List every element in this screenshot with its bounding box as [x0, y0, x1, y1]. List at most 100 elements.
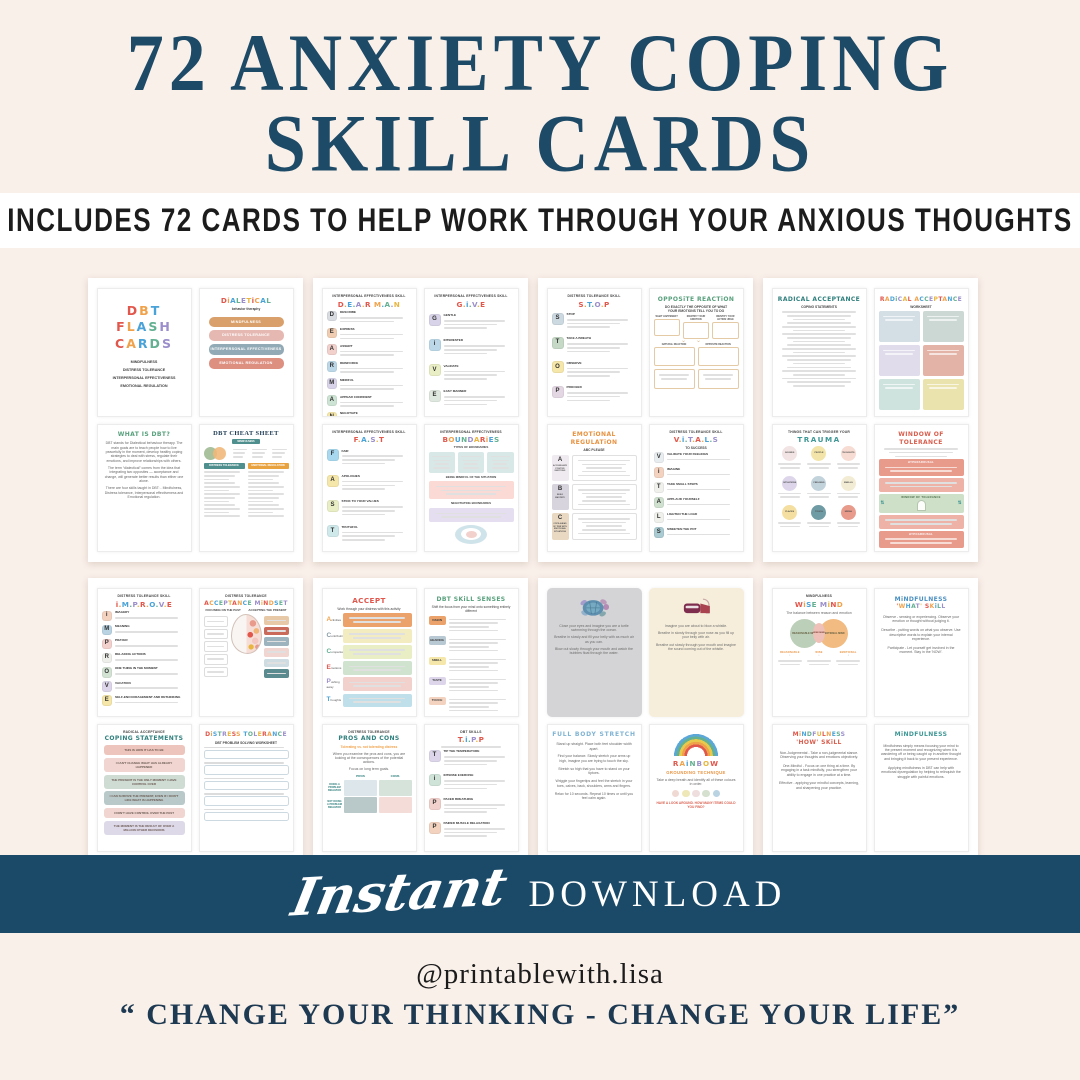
accept-letter: C: [326, 631, 332, 639]
legend-column: REASONABLE ↓: [777, 651, 804, 667]
paragraph: Stand up straight. Place both feet shoul…: [556, 742, 632, 751]
tile-label: INTENSE EXERCISE: [443, 773, 474, 778]
tile-list: G GENTLE i INTERESTED V VALIDATE: [428, 313, 514, 408]
text-placeholder: [448, 636, 514, 653]
card-kicker: INTERPERSONAL EFFECTIVENESS SKILL: [434, 294, 508, 299]
label-box: [264, 626, 289, 636]
tile-body: EASY MANNER: [443, 389, 514, 407]
card-title: DBT CHEAT SHEET: [213, 429, 279, 437]
trigger-circle: PLACES: [782, 505, 798, 521]
tile-letter: O: [551, 361, 564, 374]
paragraph: Imagine you are about to blow a whistle.: [664, 623, 728, 628]
accept-row: Thoughts: [327, 693, 412, 708]
text-placeholder: [115, 673, 187, 675]
tile-letter: T: [653, 482, 664, 493]
statement-pill: THE PRESENT IS THE ONLY MOMENT I HAVE CO…: [103, 774, 185, 789]
tile-body: APOLOGIES: [341, 474, 412, 492]
letter-tile: A APOLOGIES: [326, 474, 412, 492]
paragraph: Mindfulness simply means focusing your m…: [880, 743, 962, 761]
answer-box: [203, 811, 289, 822]
mindset-column-headers: FOCUSING ON THE PAST ACCEPTING THE PRESE…: [206, 608, 287, 613]
statement-list: THIS IS HOW IT HAS TO BE I CAN'T CHANGE …: [102, 745, 187, 835]
card-kicker: DISTRESS TOLERANCE SKILL: [669, 429, 723, 434]
tile-label: FAIR: [341, 448, 349, 453]
card-kicker: DISTRESS TOLERANCE SKILL: [567, 294, 621, 299]
letter-tile: M MINDFUL: [326, 378, 412, 392]
tile-body: IMAGINE: [667, 467, 739, 478]
tile-letter: N: [326, 412, 337, 416]
letter-tile: S STICK TO YOUR VALUES: [326, 499, 412, 517]
venn-circle-right: [212, 446, 226, 460]
text-placeholder: [443, 827, 514, 837]
card-give: INTERPERSONAL EFFECTIVENESS SKILL G.i.V.…: [423, 288, 519, 417]
card-kicker: INTERPERSONAL EFFECTIVENESS: [440, 429, 502, 434]
text-placeholder: [566, 343, 637, 353]
tile-letter: A: [326, 474, 339, 487]
card-tipp: DBT SKILLS T.i.P.P T TIP THE TEMPERATURE…: [423, 723, 519, 853]
card-title-line1: MiNDFULNESS: [894, 595, 948, 603]
skill-list-item: INTERPERSONAL EFFECTIVENESS: [112, 376, 176, 381]
preview-page-1: DBT FLASH CARDS MINDFULNESS DISTRESS TOL…: [87, 278, 303, 563]
worksheet-cell: OPPOSITE REACTION: [697, 343, 739, 367]
worksheet-box: [878, 379, 920, 411]
accept-row: Activities: [327, 613, 412, 627]
tile-list: i IMAGERY M MEANING P PRAYER: [101, 610, 187, 706]
text-placeholder: [115, 645, 187, 647]
abc-letter: C: [557, 514, 563, 521]
card-title: F.A.S.T: [353, 435, 385, 445]
write-in-box: [571, 483, 637, 511]
header: 72 ANXIETY COPING SKILL CARDS: [0, 0, 1080, 184]
card-title: WINDOW OF TOLERANCE: [898, 431, 944, 446]
card-kicker: MINDFULNESS: [805, 594, 832, 599]
trigger-cell: PEOPLE: [806, 446, 832, 470]
letter-tile: E EXPRESS: [326, 327, 412, 342]
title-line-2: SKILL CARDS: [264, 98, 816, 189]
card-title: EMOTiONAL REGULATiON: [570, 431, 618, 446]
trigger-grid: SOUNDS PEOPLE THOUGHTS SITUATIONS FEELIN…: [777, 446, 862, 529]
label-box: [203, 616, 228, 627]
card-title: DiALETiCAL: [220, 295, 272, 305]
card-title: OPPOSiTE REACTiON: [657, 295, 735, 303]
matrix-cell: [378, 780, 412, 796]
statement-pill: I CAN'T CHANGE WHAT HAS ALREADY HAPPENED: [103, 757, 185, 772]
tile-letter: E: [101, 695, 112, 706]
tile-body: SWEETEN THE POT: [667, 527, 739, 538]
tile-body: TAKE SMALL STEPS: [667, 482, 739, 493]
question-placeholder: [203, 793, 289, 795]
tile-body: PROCEED: [566, 385, 637, 403]
text-placeholder: [443, 780, 514, 790]
page-title: 72 ANXIETY COPING SKILL CARDS: [0, 23, 1080, 189]
window-center: WINDOW OF TOLERANCE: [886, 496, 955, 512]
tile-label: APPLAUD YOURSELF: [667, 496, 700, 501]
tile-letter: i: [428, 773, 441, 786]
card-subtitle: WORKSHEET: [910, 305, 932, 310]
brain-illustration: [230, 614, 262, 655]
question-placeholder: [203, 777, 289, 780]
sense-row: HEARiNG: [428, 636, 514, 653]
tile-list: S STOP T TAKE A BREATH O OBSERVE: [551, 312, 637, 404]
paragraph: Blow out slowly through your mouth and w…: [554, 646, 633, 656]
letter-tile: A ASSERT: [326, 344, 412, 358]
card-opposite-reaction: OPPOSiTE REACTiON DO EXACTLY THE OPPOSIT…: [648, 288, 744, 417]
letter-tile: i IMAGINE: [653, 467, 739, 478]
matrix-row-header: DOING A PROBLEM BEHAVIOR: [327, 783, 341, 793]
trigger-cell: SMELLS: [835, 475, 861, 500]
text-placeholder: [448, 697, 514, 714]
card-fast: INTERPERSONAL EFFECTIVENESS SKILL F.A.S.…: [321, 423, 417, 553]
card-acceptance-mindset: DISTRESS TOLERANCE ACCEPTANCE MiNDSET FO…: [198, 588, 294, 717]
matrix-cell: [344, 780, 377, 796]
text-placeholder: [566, 367, 637, 377]
letter-tile: P PROCEED: [551, 385, 637, 403]
letter-tile: T TRUTHFUL: [326, 525, 412, 542]
text-placeholder: [437, 746, 505, 748]
card-dear-man: INTERPERSONAL EFFECTIVENESS SKILL D.E.A.…: [321, 288, 417, 417]
text-placeholder: [879, 448, 964, 458]
text-placeholder: [881, 466, 962, 472]
section-heading: NEGOTIATING BOUNDARIES: [450, 501, 492, 506]
accept-word-rest: ushing away: [326, 680, 340, 690]
skill-pill: MINDFULNESS: [208, 316, 284, 328]
text-placeholder: [806, 659, 833, 666]
tile-list: T TIP THE TEMPERATURE i INTENSE EXERCISE…: [428, 749, 514, 839]
card-full-body-stretch: FULL BODY STRETCH Stand up straight. Pla…: [546, 723, 642, 853]
column-header-right: ACCEPTING THE PRESENT: [248, 608, 287, 613]
